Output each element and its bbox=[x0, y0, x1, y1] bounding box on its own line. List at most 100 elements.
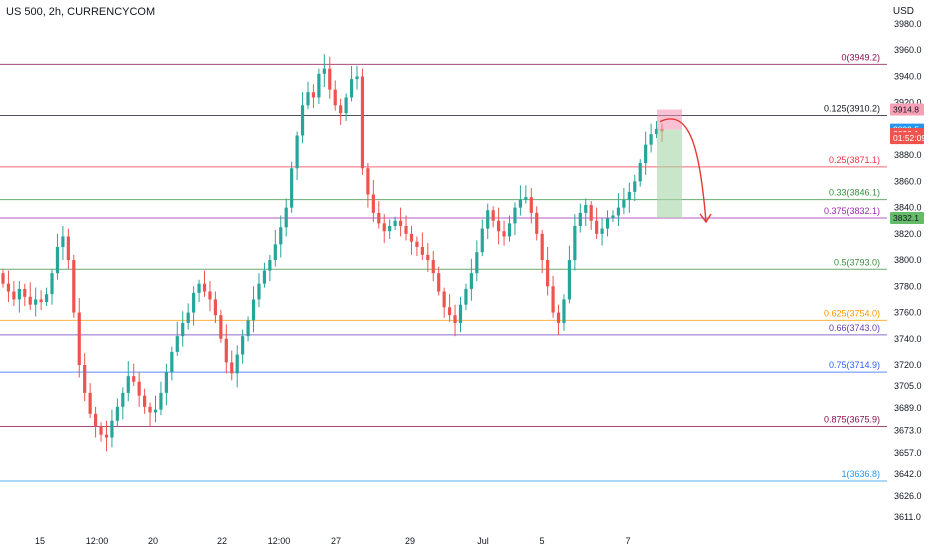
candle-body bbox=[213, 299, 218, 316]
candle-body bbox=[611, 215, 615, 219]
candle-body bbox=[99, 426, 103, 435]
candle-body bbox=[279, 227, 283, 245]
candle-body bbox=[284, 207, 288, 228]
candle-body bbox=[595, 220, 599, 234]
candle-body bbox=[654, 128, 659, 135]
fib-label: 0.375(3832.1) bbox=[824, 206, 880, 216]
candle-body bbox=[251, 299, 256, 321]
candle-body bbox=[192, 292, 196, 313]
candle-body bbox=[377, 212, 381, 224]
candle-body bbox=[132, 376, 136, 382]
candle-body bbox=[268, 260, 272, 271]
x-tick-label: 27 bbox=[331, 536, 341, 546]
candle-body bbox=[137, 381, 141, 396]
candle-body bbox=[224, 338, 228, 363]
candle-body bbox=[153, 409, 158, 413]
candle-body bbox=[437, 273, 441, 292]
fib-label: 0.625(3754.0) bbox=[824, 308, 880, 318]
candle-body bbox=[93, 413, 98, 427]
candle-body bbox=[50, 273, 54, 295]
fib-label: 0.125(3910.2) bbox=[824, 104, 880, 114]
x-tick-label: 7 bbox=[625, 536, 630, 546]
candle-body bbox=[409, 233, 414, 242]
fib-label: 0.875(3675.9) bbox=[824, 414, 880, 424]
candle-body bbox=[230, 362, 234, 374]
y-tick-label: 3689.0 bbox=[894, 403, 922, 413]
fib-label: 1(3636.8) bbox=[841, 469, 880, 479]
price-tag bbox=[890, 132, 924, 145]
fib-label: 0.75(3714.9) bbox=[829, 360, 880, 370]
y-tick-label: 3720.0 bbox=[894, 360, 922, 370]
candle-body bbox=[257, 283, 261, 300]
fib-label: 0.66(3743.0) bbox=[829, 323, 880, 333]
candle-body bbox=[66, 236, 70, 261]
fib-label: 0(3949.2) bbox=[841, 52, 880, 62]
candle-body bbox=[469, 273, 473, 289]
y-tick-label: 3642.0 bbox=[894, 469, 922, 479]
candle-body bbox=[333, 89, 337, 106]
y-tick-label: 3880.0 bbox=[894, 150, 922, 160]
x-tick-label: 22 bbox=[217, 536, 227, 546]
candle-body bbox=[34, 299, 38, 305]
fib-label: 0.5(3793.0) bbox=[834, 257, 880, 267]
y-tick-label: 3840.0 bbox=[894, 203, 922, 213]
y-tick-label: 3760.0 bbox=[894, 308, 922, 318]
candle-body bbox=[170, 351, 174, 372]
candle-body bbox=[491, 210, 495, 221]
candle-body bbox=[388, 225, 392, 232]
candle-body bbox=[420, 246, 424, 255]
candle-body bbox=[447, 307, 452, 316]
candle-body bbox=[415, 241, 419, 247]
y-tick-label: 3820.0 bbox=[894, 229, 922, 239]
candle-body bbox=[371, 194, 375, 213]
x-tick-label: Jul bbox=[477, 536, 489, 546]
candle-body bbox=[480, 228, 484, 253]
candle-body bbox=[110, 420, 114, 438]
candle-body bbox=[262, 270, 267, 284]
candle-body bbox=[360, 76, 365, 169]
candle-body bbox=[426, 254, 430, 261]
y-tick-label: 3980.0 bbox=[894, 19, 922, 29]
candle-body bbox=[28, 296, 32, 305]
candle-body bbox=[546, 260, 550, 287]
candle-body bbox=[72, 260, 76, 313]
candle-body bbox=[600, 228, 604, 234]
candle-body bbox=[273, 244, 277, 261]
candle-body bbox=[295, 135, 299, 169]
candle-body bbox=[404, 225, 408, 234]
candle-body bbox=[115, 406, 119, 421]
y-tick-label: 3780.0 bbox=[894, 281, 922, 291]
x-tick-label: 5 bbox=[539, 536, 544, 546]
candle-body bbox=[589, 204, 593, 221]
currency-label: USD bbox=[892, 6, 914, 17]
candle-body bbox=[638, 163, 642, 182]
candle-body bbox=[235, 354, 239, 374]
candle-body bbox=[23, 288, 27, 297]
y-tick-label: 3657.0 bbox=[894, 448, 922, 458]
candle-body bbox=[1, 273, 5, 284]
candle-body bbox=[524, 197, 528, 200]
price-tag-label: 3914.8 bbox=[893, 105, 919, 115]
candle-body bbox=[458, 304, 463, 324]
candle-body bbox=[398, 220, 403, 226]
candle-body bbox=[518, 199, 522, 208]
candle-body bbox=[507, 223, 512, 237]
take-profit-zone bbox=[657, 129, 682, 218]
candle-body bbox=[44, 294, 49, 303]
candle-body bbox=[453, 315, 457, 324]
candle-body bbox=[344, 97, 348, 114]
candle-body bbox=[627, 191, 631, 200]
candle-body bbox=[464, 288, 468, 305]
candle-body bbox=[164, 371, 168, 393]
candle-body bbox=[567, 260, 572, 300]
candle-body bbox=[431, 260, 435, 274]
candle-body bbox=[616, 207, 621, 216]
candle-body bbox=[241, 336, 245, 355]
candle-body bbox=[148, 406, 152, 413]
candle-body bbox=[644, 144, 648, 164]
candle-body bbox=[219, 315, 223, 339]
price-tag bbox=[890, 103, 924, 116]
